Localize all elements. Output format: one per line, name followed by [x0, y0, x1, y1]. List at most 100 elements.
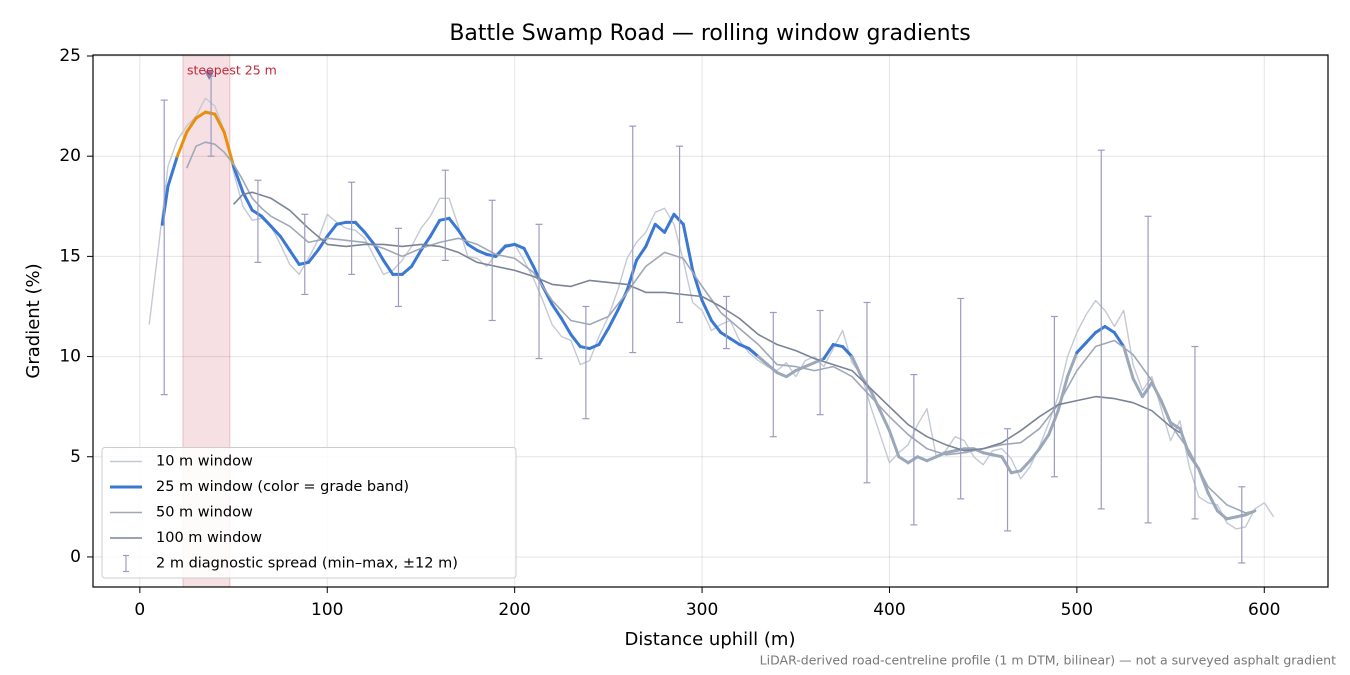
line-segment: [766, 363, 779, 375]
legend-label: 25 m window (color = grade band): [156, 479, 409, 495]
line-segment: [513, 242, 526, 250]
line-segment: [569, 333, 582, 349]
line-segment: [335, 220, 348, 226]
y-axis-label: Gradient (%): [23, 263, 44, 378]
line-segment: [925, 455, 938, 463]
line-segment: [438, 216, 451, 222]
line-segment: [1206, 491, 1219, 513]
y-tick-label: 10: [59, 347, 81, 367]
line-segment: [381, 258, 395, 276]
line-segment: [1178, 427, 1191, 457]
line-segment: [1225, 515, 1238, 521]
line-segment: [466, 242, 479, 252]
line-segment: [260, 214, 273, 228]
line-segment: [841, 345, 854, 359]
line-segment: [1056, 375, 1070, 413]
line-segment: [1234, 513, 1248, 519]
line-segment: [906, 455, 920, 465]
legend-label: 2 m diagnostic spread (min–max, ±12 m): [156, 556, 458, 572]
line-segment: [916, 455, 929, 463]
line-segment: [1028, 447, 1041, 463]
line-segment: [1122, 345, 1135, 381]
line-segment: [747, 347, 760, 359]
line-segment: [1112, 331, 1126, 349]
line-segment: [475, 248, 489, 256]
line-segment: [663, 212, 676, 234]
y-tick-label: 25: [59, 46, 81, 66]
legend-label: 10 m window: [156, 454, 253, 470]
line-segment: [203, 110, 217, 116]
line-segment: [1140, 381, 1154, 399]
line-segment: [232, 164, 245, 194]
x-tick-label: 0: [134, 600, 145, 620]
line-segment: [503, 242, 517, 248]
line-segment: [410, 248, 423, 268]
line-segment: [944, 449, 957, 455]
line-segment: [175, 130, 189, 158]
line-segment: [269, 224, 282, 238]
line-segment: [550, 302, 564, 320]
line-segment: [822, 343, 835, 361]
line-segment: [606, 308, 620, 331]
line-segment: [1075, 341, 1088, 355]
line-segment: [709, 318, 723, 335]
line-segment: [1215, 509, 1229, 521]
line-segment: [1094, 325, 1107, 335]
line-segment: [522, 246, 535, 268]
x-tick-label: 500: [1061, 600, 1093, 620]
y-tick-label: 15: [59, 246, 81, 266]
line-segment: [653, 222, 667, 234]
line-segment: [850, 355, 863, 379]
line-segment: [1047, 409, 1060, 437]
line-segment: [560, 316, 573, 337]
line-segment: [166, 154, 179, 188]
line-segment: [1009, 469, 1023, 475]
line-segment: [672, 212, 685, 226]
line-segment: [185, 116, 198, 134]
line-segment: [681, 222, 695, 272]
line-segment: [222, 130, 236, 168]
legend-box: [101, 447, 517, 579]
line-segment: [363, 230, 376, 246]
line-segment: [213, 112, 226, 134]
line-segment: [578, 345, 592, 351]
x-axis-label: Distance uphill (m): [625, 629, 796, 650]
line-segment: [719, 331, 732, 341]
line-segment: [250, 208, 264, 218]
line-segment: [644, 222, 657, 248]
x-tick-label: 100: [311, 600, 343, 620]
line-segment: [803, 361, 817, 369]
line-segment: [775, 371, 788, 379]
line-segment: [1169, 421, 1182, 431]
footnote: LiDAR-derived road-centreline profile (1…: [760, 653, 1336, 668]
line-segment: [597, 327, 610, 347]
highlight-label: steepest 25 m: [187, 63, 277, 78]
line-segment: [1084, 331, 1098, 345]
line-segment: [738, 343, 751, 351]
line-segment: [831, 343, 845, 349]
line-segment: [728, 337, 742, 347]
line-segment: [588, 343, 601, 351]
peak-marker: [204, 71, 215, 81]
line-segment: [756, 355, 770, 367]
y-tick-label: 20: [59, 146, 81, 166]
x-tick-label: 600: [1248, 600, 1280, 620]
line-segment: [981, 451, 995, 457]
line-segment: [1066, 351, 1079, 379]
line-segment: [447, 216, 460, 232]
line-segment: [307, 248, 320, 264]
line: [233, 191, 1181, 452]
line-segment: [160, 184, 170, 226]
line-segment: [297, 260, 311, 266]
line-segment: [887, 429, 901, 459]
line-segment: [897, 455, 910, 465]
line-segment: [934, 451, 948, 459]
x-tick-label: 300: [686, 600, 718, 620]
line-segment: [353, 220, 367, 234]
legend-label: 100 m window: [156, 530, 262, 546]
line-segment: [1019, 459, 1032, 473]
legend-label: 50 m window: [156, 505, 253, 521]
line-segment: [1131, 377, 1144, 399]
line-segment: [456, 228, 470, 246]
